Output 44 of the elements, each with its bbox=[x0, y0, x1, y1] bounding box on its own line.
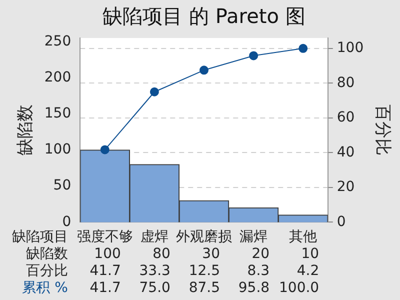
x-tick-label: 漏焊 bbox=[240, 229, 268, 246]
x-tick-label: 外观磨损 bbox=[176, 229, 232, 246]
text: 12.5 bbox=[188, 262, 220, 279]
y-tick-label: 150 bbox=[44, 105, 72, 122]
text: 33.3 bbox=[139, 262, 170, 279]
chart-title: 缺陷项目 的 Pareto 图 bbox=[102, 4, 306, 28]
y2-tick-label: 40 bbox=[336, 144, 355, 160]
x-tick-label: 其他 bbox=[289, 229, 318, 246]
text: 41.7 bbox=[90, 262, 121, 279]
point bbox=[298, 44, 308, 53]
data-label: 20 bbox=[252, 246, 270, 262]
text: 累积 % bbox=[22, 280, 68, 296]
y-tick-label: 100 bbox=[44, 142, 72, 158]
x-tick-label: 强度不够 bbox=[76, 229, 133, 246]
y2-tick-label: 80 bbox=[336, 74, 355, 91]
y2-tick-label: 0 bbox=[336, 214, 346, 230]
point bbox=[150, 87, 159, 96]
data-label: 75.0 bbox=[139, 280, 170, 296]
data-label: 100 bbox=[94, 246, 121, 262]
point bbox=[249, 51, 258, 60]
data-label: 80 bbox=[152, 246, 170, 262]
data-label: 100.0 bbox=[279, 280, 320, 296]
y2-axis-title: 百分比 bbox=[372, 104, 392, 156]
y-axis-title: 缺陷数 bbox=[16, 104, 36, 156]
y2-tick-label: 60 bbox=[336, 110, 355, 126]
series-label: 缺陷数 bbox=[26, 246, 68, 262]
point bbox=[100, 145, 110, 154]
text: 4.2 bbox=[296, 262, 320, 279]
data-label: 41.7 bbox=[90, 280, 121, 296]
y2-tick-label: 100 bbox=[336, 40, 364, 56]
point bbox=[200, 66, 208, 75]
data-label: 87.5 bbox=[188, 280, 220, 296]
x-tick-label: 虚焊 bbox=[140, 229, 168, 246]
y-tick-label: 0 bbox=[62, 214, 72, 230]
y2-tick-label: 20 bbox=[336, 179, 355, 196]
x-axis-title: 缺陷项目 bbox=[12, 228, 68, 245]
data-label: 30 bbox=[202, 246, 220, 262]
text: 百分比 bbox=[26, 262, 68, 279]
data-label: 95.8 bbox=[238, 280, 270, 296]
text: 8.3 bbox=[247, 262, 270, 279]
data-label: 10 bbox=[301, 246, 320, 262]
y-tick-label: 50 bbox=[53, 178, 72, 194]
y-tick-label: 250 bbox=[44, 33, 72, 50]
y-tick-label: 200 bbox=[44, 69, 72, 86]
